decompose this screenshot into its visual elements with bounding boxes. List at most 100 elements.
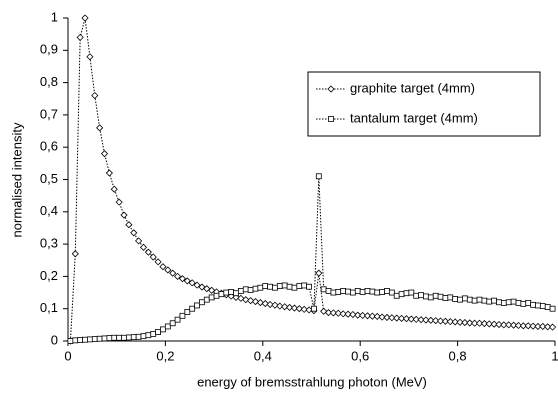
y-axis-label: normalised intensity xyxy=(9,122,24,237)
data-point xyxy=(462,295,468,302)
data-point xyxy=(174,316,181,323)
y-tick-label: 0,7 xyxy=(40,106,58,121)
data-point xyxy=(306,283,312,290)
data-point xyxy=(461,319,469,327)
data-point xyxy=(466,319,474,327)
data-point xyxy=(150,330,157,337)
y-tick-label: 0,9 xyxy=(40,42,58,57)
data-point xyxy=(106,335,113,341)
data-point xyxy=(72,337,79,344)
data-point xyxy=(549,305,556,312)
data-point xyxy=(154,258,162,266)
data-point xyxy=(457,296,463,303)
data-point xyxy=(213,292,220,299)
data-point xyxy=(188,279,196,287)
data-point xyxy=(418,292,424,299)
data-point xyxy=(189,305,196,312)
data-point xyxy=(105,169,113,177)
data-point xyxy=(496,299,502,306)
data-point xyxy=(194,302,200,309)
data-point xyxy=(218,291,225,298)
data-point xyxy=(184,309,191,315)
data-point xyxy=(432,292,439,299)
data-point xyxy=(125,334,132,341)
data-point xyxy=(510,321,518,329)
data-point xyxy=(179,312,186,319)
data-point xyxy=(491,297,498,304)
data-point xyxy=(505,321,513,329)
legend-box xyxy=(307,71,541,137)
data-point xyxy=(466,296,473,303)
data-point xyxy=(178,275,187,283)
data-point xyxy=(271,301,279,309)
data-point xyxy=(339,310,347,318)
data-point xyxy=(363,312,372,320)
data-point xyxy=(276,302,284,310)
data-point xyxy=(325,288,332,294)
y-tick-label: 0,4 xyxy=(40,203,58,218)
data-point xyxy=(500,321,508,329)
data-point xyxy=(398,291,405,298)
data-point xyxy=(91,336,98,342)
data-point xyxy=(544,304,551,310)
data-point xyxy=(121,334,127,341)
data-point xyxy=(110,185,118,193)
series-line xyxy=(70,176,553,342)
data-point xyxy=(340,288,347,294)
data-point xyxy=(116,334,123,341)
y-tick-label: 0,5 xyxy=(40,171,58,186)
data-point xyxy=(427,294,434,301)
data-point xyxy=(145,332,152,339)
data-point xyxy=(535,302,541,309)
data-point xyxy=(524,322,532,330)
x-axis-label: energy of bremsstrahlung photon (MeV) xyxy=(197,374,427,389)
data-point xyxy=(354,288,361,294)
data-point xyxy=(369,288,376,295)
data-point xyxy=(441,317,449,325)
data-point xyxy=(139,243,148,251)
data-point xyxy=(267,283,274,290)
y-tick-label: 0,8 xyxy=(40,74,58,89)
series-line xyxy=(69,17,553,342)
data-point xyxy=(199,299,205,306)
data-point xyxy=(515,299,522,306)
data-point xyxy=(251,298,260,306)
data-point xyxy=(480,319,488,328)
data-point xyxy=(87,336,93,343)
data-point xyxy=(476,296,483,303)
data-point xyxy=(393,314,401,322)
data-point xyxy=(383,313,391,321)
data-point xyxy=(368,312,376,320)
data-point xyxy=(155,329,161,335)
data-point xyxy=(413,292,420,299)
data-point xyxy=(344,310,352,318)
data-point xyxy=(486,298,493,305)
data-point xyxy=(164,323,171,330)
data-point xyxy=(290,304,299,312)
data-point xyxy=(485,320,493,328)
data-point xyxy=(242,286,249,293)
data-point xyxy=(237,288,244,294)
data-point xyxy=(203,296,210,303)
data-point xyxy=(539,322,547,331)
data-point xyxy=(281,303,289,311)
data-point xyxy=(471,319,479,327)
data-point xyxy=(286,283,293,290)
data-point xyxy=(402,315,411,323)
data-point xyxy=(237,294,245,302)
data-point xyxy=(359,289,366,295)
data-point xyxy=(345,288,351,295)
data-point xyxy=(276,283,283,289)
data-point xyxy=(101,335,108,342)
data-point xyxy=(81,14,89,22)
data-point xyxy=(379,289,386,295)
data-point xyxy=(427,316,435,324)
data-point xyxy=(130,229,138,237)
data-point xyxy=(490,320,498,328)
data-point xyxy=(300,305,308,313)
data-point xyxy=(320,286,327,293)
data-point xyxy=(525,299,532,306)
x-tick-label: 0 xyxy=(64,348,71,363)
data-point xyxy=(510,298,517,305)
data-point xyxy=(505,299,512,306)
